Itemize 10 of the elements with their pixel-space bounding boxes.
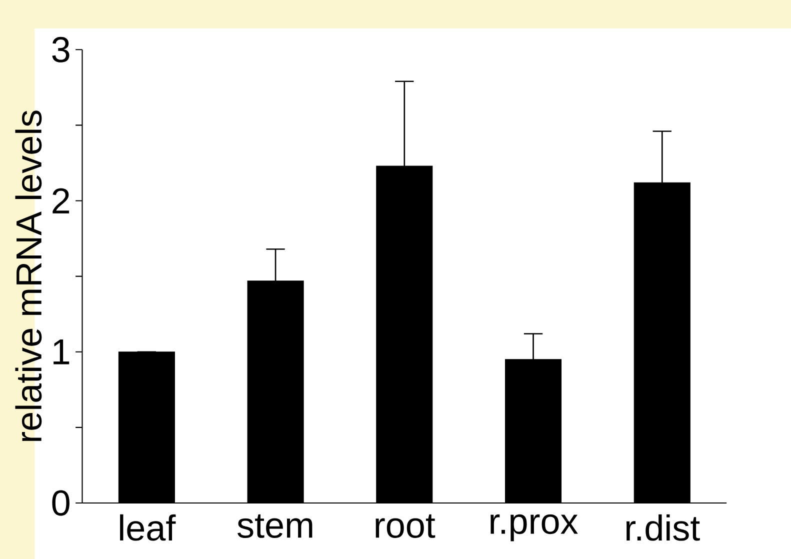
y-tick-label: 1 [54,339,70,364]
y-tick-label: 3 [52,36,70,62]
x-tick-label: root [376,514,436,538]
y-axis-title: relative mRNA levels [15,110,42,441]
y-tick-label: 0 [52,490,70,516]
y-tick-label: 2 [52,188,70,214]
x-tick-label: r.prox [490,514,578,542]
x-tick-label: leaf [120,514,176,541]
x-tick-label: r.dist [626,514,700,541]
x-tick-label: stem [238,514,312,538]
